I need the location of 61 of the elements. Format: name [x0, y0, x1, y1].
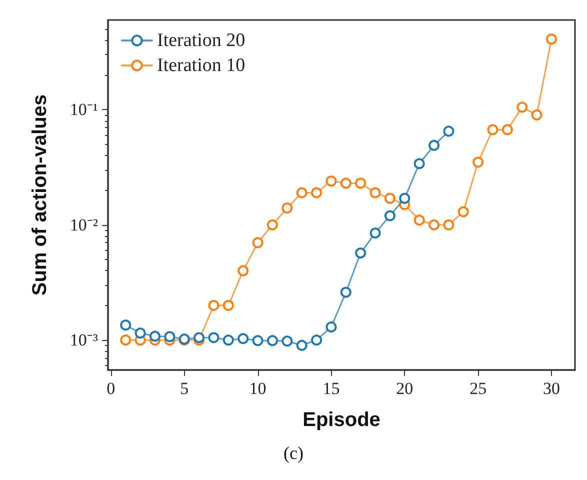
- point: [443, 126, 454, 137]
- point: [120, 320, 132, 331]
- x-tick-label: 0: [106, 379, 116, 398]
- x-tick-label: 30: [543, 379, 560, 398]
- y-tick-label: 10⁻²: [70, 215, 98, 234]
- x-tick-label: 5: [180, 379, 189, 398]
- x-tick-label: 15: [322, 379, 340, 398]
- legend-label: Iteration 20: [157, 30, 246, 51]
- point: [414, 158, 425, 170]
- point: [326, 321, 337, 332]
- point: [546, 34, 558, 45]
- point: [370, 187, 381, 198]
- point: [252, 237, 264, 248]
- legend-label: Iteration 10: [157, 55, 246, 76]
- point: [340, 286, 352, 298]
- point: [252, 335, 264, 346]
- point: [472, 156, 484, 168]
- point: [531, 109, 542, 120]
- point: [208, 300, 220, 311]
- point: [487, 124, 498, 136]
- point: [134, 328, 146, 339]
- point: [370, 228, 381, 238]
- point: [296, 187, 308, 198]
- point: [282, 336, 293, 347]
- point: [120, 334, 132, 346]
- point: [266, 335, 278, 346]
- point: [458, 206, 469, 218]
- point: [222, 300, 234, 311]
- point: [311, 187, 322, 198]
- point: [194, 332, 205, 344]
- y-axis-title: Sum of action-values: [29, 94, 51, 296]
- point: [164, 331, 176, 342]
- point: [384, 192, 396, 204]
- text: (c): [284, 443, 304, 463]
- point: [296, 340, 308, 351]
- point: [222, 334, 234, 346]
- point: [384, 210, 396, 222]
- point: [428, 219, 440, 230]
- y-tick-label: 10⁻¹: [70, 100, 98, 120]
- point: [414, 214, 425, 226]
- point: [311, 334, 322, 346]
- point: [443, 219, 454, 230]
- x-tick-label: 10: [249, 379, 266, 398]
- point: [326, 176, 337, 187]
- point: [516, 102, 528, 113]
- point: [150, 330, 160, 342]
- point: [282, 202, 293, 214]
- point: [238, 265, 249, 276]
- x-tick-label: 20: [396, 379, 414, 398]
- point: [399, 192, 410, 204]
- point: [266, 219, 278, 230]
- x-axis-title: Episode: [302, 409, 380, 431]
- point: [355, 248, 366, 258]
- point: [502, 124, 513, 136]
- point: [355, 178, 366, 189]
- point: [208, 332, 220, 344]
- point: [428, 140, 440, 151]
- point: [238, 333, 249, 344]
- point: [340, 178, 352, 189]
- x-tick-label: 25: [470, 379, 487, 398]
- y-tick-label: 10⁻³: [70, 330, 98, 350]
